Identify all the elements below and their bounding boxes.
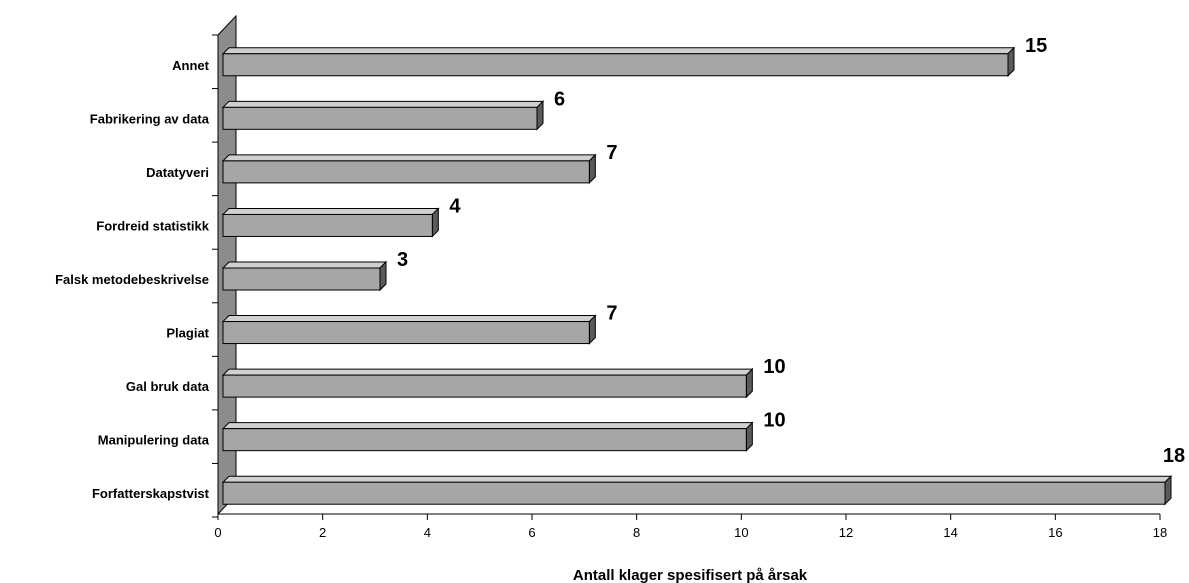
bar-top-face xyxy=(221,261,388,269)
bar-top-face xyxy=(221,315,597,323)
x-tick-label: 18 xyxy=(1153,525,1167,540)
bar-plagiat xyxy=(221,314,597,345)
x-tick-label: 8 xyxy=(633,525,640,540)
x-tick-label: 14 xyxy=(943,525,957,540)
bar-front-face xyxy=(222,53,1009,77)
x-tick-label: 10 xyxy=(734,525,748,540)
category-label: Falsk metodebeskrivelse xyxy=(55,272,209,287)
bar-front-face xyxy=(222,374,747,398)
category-label: Gal bruk data xyxy=(126,379,210,394)
data-label: 7 xyxy=(606,142,617,164)
data-label: 3 xyxy=(397,249,408,271)
category-label: Fordreid statistikk xyxy=(96,218,209,233)
category-label: Datatyveri xyxy=(146,165,209,180)
bar-front-face xyxy=(222,213,433,237)
bar-top-face xyxy=(221,154,597,162)
category-label: Manipulering data xyxy=(98,433,210,448)
bar-front-face xyxy=(222,106,538,130)
bar-front-face xyxy=(222,267,381,291)
category-label: Plagiat xyxy=(166,326,209,341)
x-axis: 0 2 4 6 8 10 12 14 16 18 xyxy=(214,513,1167,540)
data-label: 4 xyxy=(449,195,461,217)
bar-front-face xyxy=(222,160,590,184)
bar-top-face xyxy=(221,368,754,376)
bars-group xyxy=(221,46,1173,506)
x-tick-label: 2 xyxy=(319,525,326,540)
category-labels: Forfatterskapstvist Manipulering data Gal … xyxy=(55,58,210,501)
x-axis-title: Antall klager spesifisert på årsak xyxy=(573,567,808,583)
bar-forfatterskapstvist xyxy=(221,475,1173,506)
data-labels: 18 10 10 7 3 4 7 6 15 xyxy=(397,35,1185,467)
bar-annet xyxy=(221,46,1016,77)
data-label: 10 xyxy=(763,410,785,432)
bar-front-face xyxy=(222,428,747,452)
bar-gal-bruk-data xyxy=(221,367,754,399)
bar-top-face xyxy=(221,100,545,108)
bar-fordreid-statistikk xyxy=(221,207,440,238)
x-tick-label: 4 xyxy=(424,525,431,540)
x-tick-label: 12 xyxy=(839,525,853,540)
bar-front-face xyxy=(222,481,1166,505)
x-tick-label: 0 xyxy=(214,525,221,540)
bar-datatyveri xyxy=(221,153,597,185)
data-label: 7 xyxy=(606,303,617,325)
category-label: Fabrikering av data xyxy=(90,111,210,126)
data-label: 10 xyxy=(763,356,785,378)
category-label: Forfatterskapstvist xyxy=(92,486,210,501)
bar-front-face xyxy=(222,321,590,345)
bar-top-face xyxy=(221,475,1173,483)
bar-top-face xyxy=(221,47,1016,55)
category-label: Annet xyxy=(172,58,210,73)
x-tick-label: 16 xyxy=(1048,525,1062,540)
bar-top-face xyxy=(221,422,754,430)
bar-fabrikering-av-data xyxy=(221,100,545,131)
bar-top-face xyxy=(221,207,440,215)
data-label: 15 xyxy=(1025,35,1047,57)
x-tick-label: 6 xyxy=(528,525,535,540)
data-label: 6 xyxy=(554,88,565,110)
data-label: 18 xyxy=(1163,445,1185,467)
bar-falsk-metodebeskrivelse xyxy=(221,260,388,292)
bar-manipulering-data xyxy=(221,421,754,452)
